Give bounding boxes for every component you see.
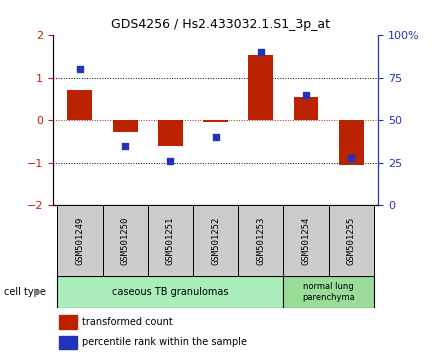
Text: GDS4256 / Hs2.433032.1.S1_3p_at: GDS4256 / Hs2.433032.1.S1_3p_at bbox=[110, 18, 330, 31]
Bar bbox=[329, 205, 374, 276]
Point bbox=[303, 92, 310, 98]
Bar bbox=[339, 120, 364, 165]
Text: GSM501254: GSM501254 bbox=[301, 217, 311, 265]
Point bbox=[212, 135, 219, 140]
Point bbox=[167, 158, 174, 164]
Point bbox=[348, 155, 355, 161]
Bar bbox=[148, 205, 193, 276]
Point bbox=[257, 50, 264, 55]
Point bbox=[121, 143, 128, 149]
Text: percentile rank within the sample: percentile rank within the sample bbox=[82, 337, 247, 348]
Bar bbox=[57, 276, 283, 308]
Bar bbox=[293, 97, 319, 120]
Text: GSM501253: GSM501253 bbox=[257, 217, 265, 265]
Text: GSM501249: GSM501249 bbox=[75, 217, 84, 265]
Point bbox=[77, 67, 84, 72]
Text: GSM501255: GSM501255 bbox=[347, 217, 356, 265]
Bar bbox=[238, 205, 283, 276]
Text: GSM501250: GSM501250 bbox=[121, 217, 130, 265]
Bar bbox=[283, 205, 329, 276]
Bar bbox=[113, 120, 138, 132]
Text: normal lung
parenchyma: normal lung parenchyma bbox=[302, 282, 355, 302]
Bar bbox=[57, 205, 103, 276]
Bar bbox=[203, 120, 228, 122]
Text: caseous TB granulomas: caseous TB granulomas bbox=[112, 287, 229, 297]
Bar bbox=[193, 205, 238, 276]
Bar bbox=[158, 120, 183, 146]
Bar bbox=[249, 55, 273, 120]
Text: GSM501251: GSM501251 bbox=[166, 217, 175, 265]
Text: transformed count: transformed count bbox=[82, 317, 173, 327]
Text: cell type: cell type bbox=[4, 287, 46, 297]
Bar bbox=[103, 205, 148, 276]
Bar bbox=[59, 315, 77, 329]
Text: GSM501252: GSM501252 bbox=[211, 217, 220, 265]
Bar bbox=[67, 90, 92, 120]
Text: ▶: ▶ bbox=[33, 287, 41, 297]
Bar bbox=[59, 336, 77, 349]
Bar bbox=[283, 276, 374, 308]
